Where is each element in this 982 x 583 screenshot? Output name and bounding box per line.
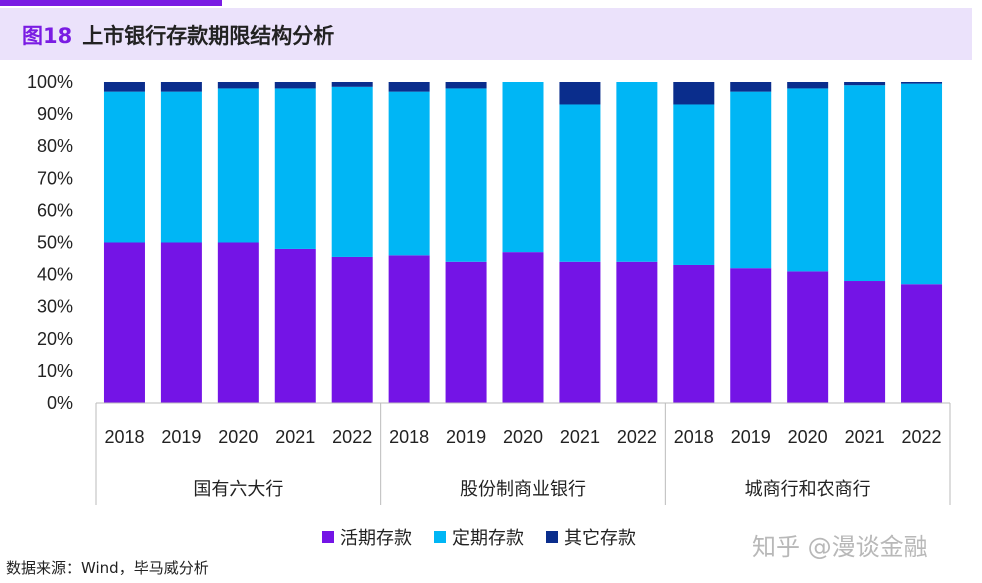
bar-segment — [103, 91, 145, 243]
x-tick-label: 2021 — [845, 427, 885, 447]
bar-segment — [787, 271, 829, 403]
y-tick-label: 70% — [37, 168, 73, 188]
x-tick-label: 2021 — [275, 427, 315, 447]
y-tick-label: 10% — [37, 361, 73, 381]
x-tick-label: 2020 — [788, 427, 828, 447]
bar-segment — [217, 242, 259, 403]
bar-segment — [673, 104, 715, 265]
bar-segment — [559, 82, 601, 105]
x-tick-label: 2022 — [332, 427, 372, 447]
y-tick-label: 90% — [37, 104, 73, 124]
x-tick-label: 2019 — [731, 427, 771, 447]
title-text: 上市银行存款期限结构分析 — [82, 24, 335, 48]
chart-title: 图18 上市银行存款期限结构分析 — [22, 20, 334, 50]
bar-segment — [388, 82, 430, 92]
legend-item: 其它存款 — [546, 524, 636, 550]
group-label: 城商行和农商行 — [745, 479, 871, 500]
bar-segment — [844, 82, 886, 86]
bar-segment — [901, 82, 943, 84]
y-tick-label: 0% — [47, 393, 73, 413]
group-label: 国有六大行 — [193, 479, 283, 500]
bar-segment — [445, 261, 487, 403]
bar-segment — [730, 82, 772, 92]
bar-segment — [502, 252, 544, 403]
bar-segment — [388, 255, 430, 403]
bar-segment — [160, 91, 202, 243]
bar-segment — [673, 82, 715, 105]
bar-segment — [616, 82, 658, 262]
x-tick-label: 2020 — [218, 427, 258, 447]
bar-segment — [445, 82, 487, 89]
watermark: 知乎 @漫谈金融 — [752, 533, 928, 561]
bar-segment — [331, 256, 373, 403]
legend: 活期存款 定期存款 其它存款 — [322, 524, 636, 550]
x-tick-label: 2018 — [674, 427, 714, 447]
bar-segment — [616, 261, 658, 403]
y-tick-label: 30% — [37, 297, 73, 317]
bar-segment — [160, 242, 202, 403]
bar-segment — [103, 82, 145, 92]
bar-segment — [844, 281, 886, 403]
legend-swatch — [434, 531, 446, 543]
x-tick-label: 2021 — [560, 427, 600, 447]
bar-segment — [274, 82, 316, 89]
bar-segment — [787, 88, 829, 272]
bar-segment — [274, 248, 316, 403]
y-tick-label: 40% — [37, 265, 73, 285]
legend-item: 定期存款 — [434, 524, 524, 550]
bar-segment — [730, 91, 772, 269]
legend-label: 定期存款 — [452, 528, 524, 549]
accent-bar — [0, 0, 222, 6]
bar-segment — [844, 85, 886, 282]
bar-segment — [673, 264, 715, 403]
bar-segment — [331, 86, 373, 257]
legend-swatch — [546, 531, 558, 543]
figure-number: 图18 — [22, 24, 73, 48]
title-band — [0, 8, 972, 60]
bar-segment — [331, 82, 373, 87]
y-tick-label: 80% — [37, 136, 73, 156]
x-tick-label: 2018 — [104, 427, 144, 447]
bar-segment — [730, 268, 772, 403]
bar-segment — [559, 261, 601, 403]
legend-swatch — [322, 531, 334, 543]
group-label: 股份制商业银行 — [460, 479, 586, 500]
bar-segment — [787, 82, 829, 89]
y-tick-label: 20% — [37, 329, 73, 349]
legend-label: 活期存款 — [340, 528, 412, 549]
x-tick-label: 2022 — [902, 427, 942, 447]
bar-segment — [274, 88, 316, 249]
x-tick-label: 2020 — [503, 427, 543, 447]
legend-item: 活期存款 — [322, 524, 412, 550]
y-tick-label: 60% — [37, 200, 73, 220]
y-tick-label: 50% — [37, 233, 73, 253]
bar-segment — [160, 82, 202, 92]
bar-segment — [901, 284, 943, 403]
bar-segment — [901, 83, 943, 285]
source-note: 数据来源：Wind，毕马威分析 — [6, 559, 209, 577]
x-tick-label: 2019 — [446, 427, 486, 447]
x-tick-label: 2022 — [617, 427, 657, 447]
legend-label: 其它存款 — [564, 528, 636, 549]
bar-segment — [103, 242, 145, 403]
bar-segment — [502, 82, 544, 253]
y-tick-label: 100% — [27, 72, 73, 92]
bar-segment — [388, 91, 430, 256]
bar-segment — [217, 88, 259, 243]
bar-segment — [217, 82, 259, 89]
x-tick-label: 2018 — [389, 427, 429, 447]
bar-segment — [445, 88, 487, 262]
x-tick-label: 2019 — [161, 427, 201, 447]
bar-segment — [559, 104, 601, 262]
